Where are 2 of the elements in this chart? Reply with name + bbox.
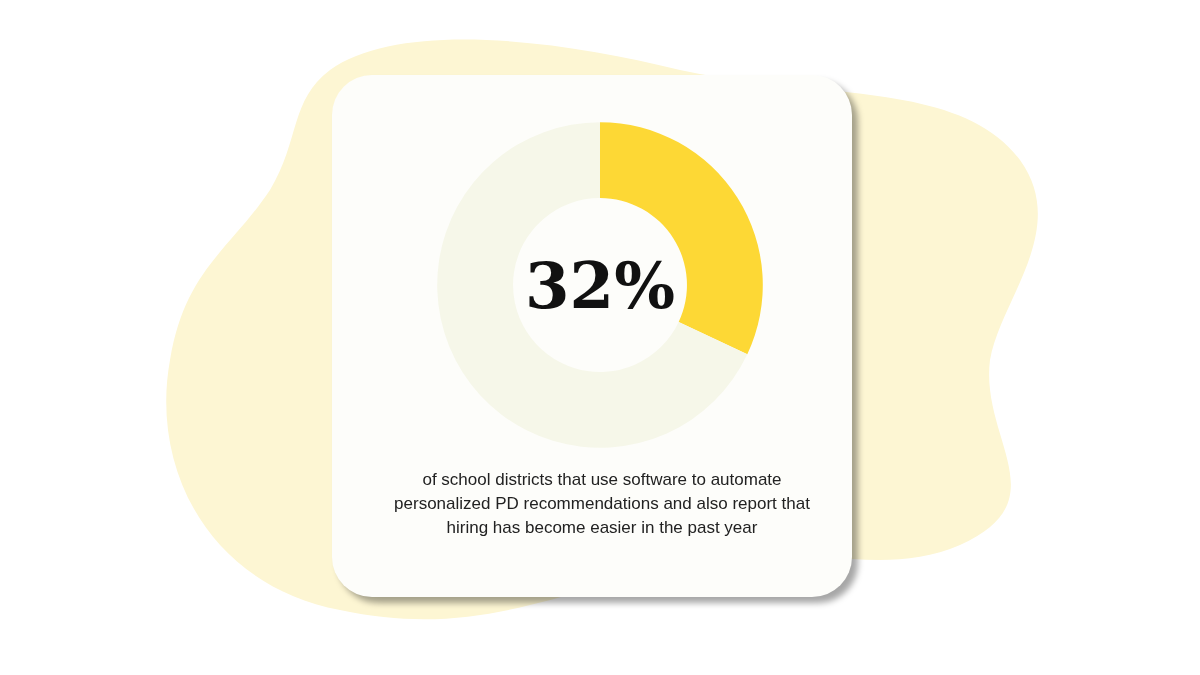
data-label: 32%: [525, 247, 675, 323]
text: of school districts that use software to automate personalized PD recommendations and also report that hiring has become easier in the past year: [393, 469, 811, 539]
